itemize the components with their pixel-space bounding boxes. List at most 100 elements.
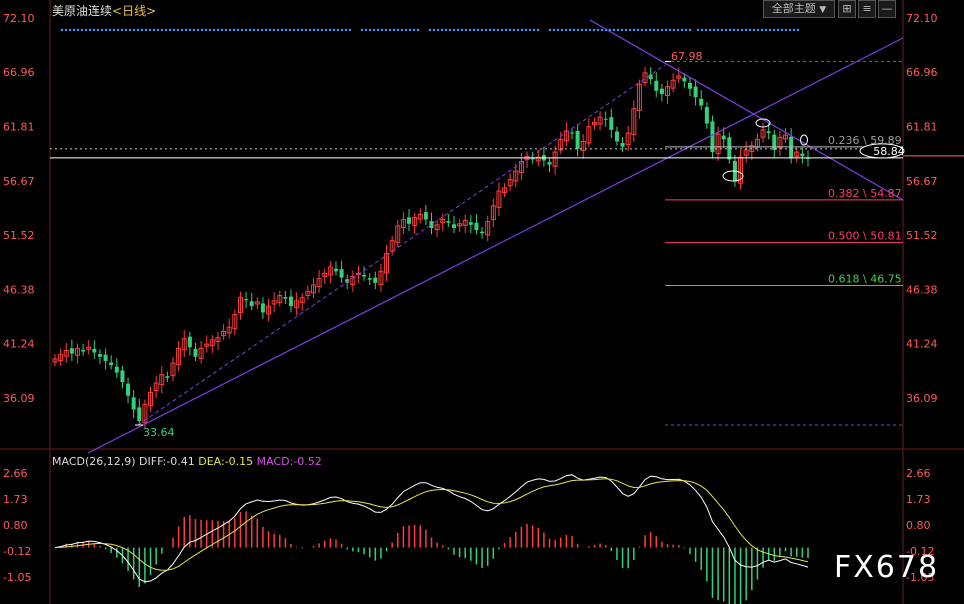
theme-select[interactable]: 全部主题 ▼ (763, 0, 835, 18)
session-marker-dot (232, 28, 236, 32)
candle-body (530, 157, 535, 160)
session-marker-dot (200, 28, 204, 32)
macd-tick-left: 2.66 (3, 467, 28, 480)
session-marker-dot (140, 28, 144, 32)
macd-histogram (59, 511, 809, 604)
session-marker-dot (564, 28, 568, 32)
session-marker-dot (344, 28, 348, 32)
candle (457, 219, 463, 233)
session-marker-dot (292, 28, 296, 32)
candle (721, 127, 726, 148)
macd-tick-right: -0.12 (906, 545, 934, 558)
candle (496, 182, 502, 216)
price-tick-right: 61.81 (906, 121, 938, 134)
candle-body (249, 301, 254, 307)
period-label[interactable]: 日线 (122, 4, 147, 18)
candle (148, 386, 154, 413)
chart-title: 美原油连续<日线> (52, 2, 156, 19)
session-marker-dot (556, 28, 560, 32)
candle (777, 131, 783, 157)
candle-body (547, 162, 552, 165)
candle-body (800, 153, 805, 157)
session-marker-dot (568, 28, 572, 32)
period-open: < (112, 4, 123, 18)
session-marker-dot (648, 28, 652, 32)
candle-body (345, 279, 350, 283)
menu-button[interactable]: ≡ (858, 0, 876, 18)
candle (783, 127, 789, 144)
session-marker-dot (308, 28, 312, 32)
session-marker-dot (612, 28, 616, 32)
session-markers (60, 28, 800, 32)
session-marker-dot (204, 28, 208, 32)
candle (142, 399, 148, 428)
session-marker-dot (484, 28, 488, 32)
candle-body (749, 145, 755, 152)
candle (226, 318, 232, 339)
candle-body (417, 213, 423, 220)
candle-body (451, 224, 456, 228)
session-marker-dot (744, 28, 748, 32)
candle (333, 261, 338, 276)
candle-body (322, 272, 328, 278)
session-marker-dot (380, 28, 384, 32)
candle (266, 298, 272, 322)
candle (209, 335, 215, 354)
session-marker-dot (636, 28, 640, 32)
candle (92, 340, 97, 359)
session-marker-dot (416, 28, 420, 32)
candle (440, 213, 446, 232)
session-marker-dot (208, 28, 212, 32)
candle (131, 390, 136, 418)
session-marker-dot (264, 28, 268, 32)
price-tick-right: 72.10 (906, 12, 938, 25)
session-marker-dot (524, 28, 528, 32)
candle (407, 208, 412, 232)
session-marker-dot (740, 28, 744, 32)
session-marker-dot (128, 28, 132, 32)
session-marker-dot (76, 28, 80, 32)
session-marker-dot (756, 28, 760, 32)
candle-body (373, 277, 378, 283)
candle (552, 146, 558, 175)
session-marker-dot (688, 28, 692, 32)
session-marker-dot (400, 28, 404, 32)
session-marker-dot (520, 28, 524, 32)
candle (237, 291, 243, 320)
session-marker-dot (212, 28, 216, 32)
session-marker-dot (316, 28, 320, 32)
add-chart-button[interactable]: ⊞ (838, 0, 856, 18)
candle (221, 324, 227, 340)
session-marker-dot (668, 28, 672, 32)
session-marker-dot (156, 28, 160, 32)
session-marker-dot (660, 28, 664, 32)
candle (699, 90, 704, 110)
session-marker-dot (80, 28, 84, 32)
candle-body (74, 347, 80, 356)
candle (339, 260, 344, 283)
candle (518, 152, 524, 180)
candle (63, 343, 69, 363)
candle (676, 67, 682, 84)
marker-circle-small (800, 134, 808, 146)
candle-body (283, 297, 288, 299)
session-marker-dot (448, 28, 452, 32)
session-marker-dot (728, 28, 732, 32)
candle (749, 140, 755, 160)
session-marker-dot (428, 28, 432, 32)
candle (682, 72, 687, 88)
minimize-button[interactable]: — (878, 0, 896, 18)
low-price-label: 33.64 (143, 426, 175, 439)
candle (103, 348, 108, 370)
session-marker-dot (340, 28, 344, 32)
session-marker-dot (336, 28, 340, 32)
candle-body (181, 338, 187, 351)
session-marker-dot (136, 28, 140, 32)
session-marker-dot (104, 28, 108, 32)
watermark-logo: FX678 (834, 550, 940, 585)
candle-body (423, 212, 428, 220)
candle-body (221, 330, 227, 337)
high-marker-circle (755, 118, 771, 128)
session-marker-dot (332, 28, 336, 32)
candle (52, 354, 58, 367)
